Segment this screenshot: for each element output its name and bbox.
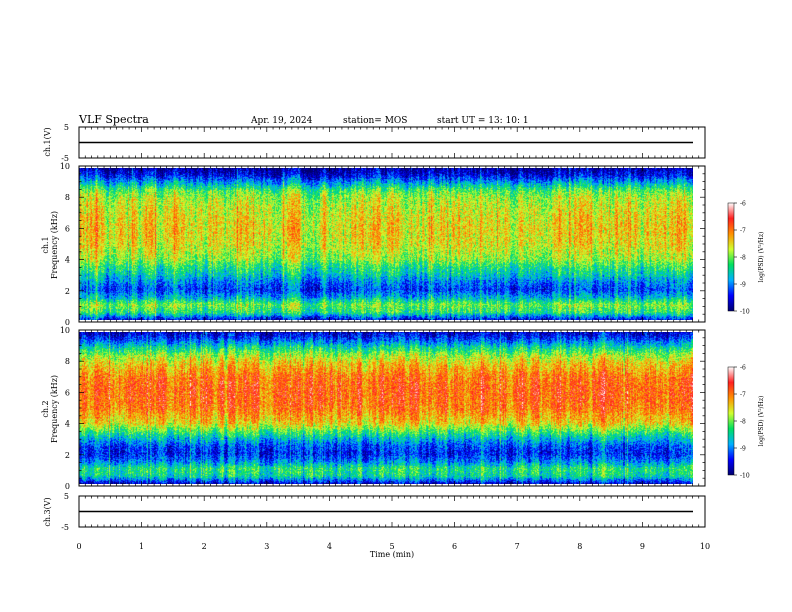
spectrogram-ytick-label: 10 <box>60 162 70 171</box>
ch1-spectrogram-ticks <box>78 165 706 323</box>
colorbar-tick-label: -8 <box>740 255 746 262</box>
ch1-spectrogram-panel: 0 2 4 6 8 10 ch.1 Frequency (kHz) -6 -7 -8 -9 -10… <box>41 162 765 327</box>
spectrogram-ytick-label: 10 <box>60 326 70 335</box>
ch1-spectrogram-image <box>79 168 693 320</box>
x-axis-tick-label: 10 <box>700 542 710 551</box>
spectrogram-ytick-label: 6 <box>65 224 70 233</box>
ch1-waveform-ticks <box>78 127 706 158</box>
ch3-waveform-panel: 5 -5 ch.3(V) <box>43 492 706 532</box>
x-axis-tick-labels: 0 1 2 3 4 5 6 7 8 9 10 <box>76 542 710 551</box>
header-date: Apr. 19, 2024 <box>250 116 313 126</box>
ch2-spectrogram-ytick-labels: 0 2 4 6 8 10 <box>60 326 70 491</box>
ch2-spectrogram-image-wrap <box>79 332 693 484</box>
spectrogram-ytick-label: 8 <box>65 357 70 366</box>
colorbar-tick-label: -6 <box>740 365 746 372</box>
x-axis-tick-label: 2 <box>202 542 207 551</box>
x-axis-tick-label: 0 <box>76 542 81 551</box>
ch1-ytick-top: 5 <box>64 123 69 132</box>
ch1-spectrogram-channel-label: ch.1 <box>41 236 50 253</box>
ch1-ytick-bottom: -5 <box>61 154 69 163</box>
colorbar-tick-label: -7 <box>740 228 746 235</box>
ch3-ytick-top: 5 <box>64 492 69 501</box>
spectrogram-ytick-label: 2 <box>65 287 70 296</box>
ch1-waveform-panel: 5 -5 ch.1(V) <box>43 123 706 163</box>
ch2-spectrogram-ylabel: Frequency (kHz) <box>50 375 59 443</box>
ch2-spectrogram-channel-label: ch.2 <box>41 400 50 417</box>
x-axis-tick-label: 8 <box>577 542 582 551</box>
ch3-ytick-bottom: -5 <box>61 523 69 532</box>
colorbar-tick-label: -6 <box>740 201 746 208</box>
ch2-colorbar-ticks: -6 -7 -8 -9 -10 <box>734 365 750 480</box>
colorbar-tick-label: -8 <box>740 419 746 426</box>
ch2-colorbar: -6 -7 -8 -9 -10 log(PSD) (V²/Hz) <box>727 365 765 480</box>
spectrogram-ytick-label: 6 <box>65 388 70 397</box>
ch1-spectrogram-ylabel: Frequency (kHz) <box>50 211 59 279</box>
ch3-waveform-ylabel: ch.3(V) <box>43 497 52 526</box>
spectrogram-ytick-label: 8 <box>65 193 70 202</box>
x-axis-tick-label: 5 <box>389 542 394 551</box>
figure-title: VLF Spectra <box>78 113 149 126</box>
ch3-waveform-ticks <box>78 496 706 527</box>
ch1-spectrogram-ytick-labels: 0 2 4 6 8 10 <box>60 162 70 327</box>
colorbar-tick-label: -9 <box>740 446 746 453</box>
spectrogram-ytick-label: 4 <box>65 420 70 429</box>
spectrogram-ytick-label: 4 <box>65 256 70 265</box>
x-axis-tick-label: 3 <box>264 542 269 551</box>
ch2-colorbar-scale <box>727 366 735 476</box>
spectrogram-ytick-label: 2 <box>65 451 70 460</box>
x-axis-tick-label: 1 <box>139 542 144 551</box>
ch2-spectrogram-ticks <box>78 329 706 487</box>
spectrogram-ytick-label: 0 <box>65 482 70 491</box>
x-axis-tick-label: 9 <box>640 542 645 551</box>
x-axis-label: Time (min) <box>370 550 414 559</box>
x-axis-tick-label: 6 <box>452 542 457 551</box>
colorbar-tick-label: -10 <box>740 473 750 480</box>
ch1-spectrogram-image-wrap <box>79 168 693 320</box>
ch1-colorbar-scale <box>727 202 735 312</box>
ch2-spectrogram-panel: 0 2 4 6 8 10 ch.2 Frequency (kHz) -6 -7 -8 -9 -10… <box>41 326 765 491</box>
colorbar-tick-label: -10 <box>740 309 750 316</box>
colorbar-tick-label: -9 <box>740 282 746 289</box>
ch2-colorbar-label: log(PSD) (V²/Hz) <box>758 396 765 447</box>
x-axis-tick-label: 7 <box>515 542 520 551</box>
x-axis-tick-label: 4 <box>327 542 332 551</box>
ch1-waveform-ylabel: ch.1(V) <box>43 127 52 156</box>
ch1-colorbar-ticks: -6 -7 -8 -9 -10 <box>734 201 750 316</box>
header-station: station= MOS <box>343 116 407 126</box>
colorbar-tick-label: -7 <box>740 392 746 399</box>
ch1-colorbar-label: log(PSD) (V²/Hz) <box>758 232 765 283</box>
ch1-colorbar: -6 -7 -8 -9 -10 log(PSD) (V²/Hz) <box>727 201 765 316</box>
spectrogram-ytick-label: 0 <box>65 318 70 327</box>
ch2-spectrogram-image <box>79 332 693 484</box>
header-start-time: start UT = 13: 10: 1 <box>437 116 529 126</box>
